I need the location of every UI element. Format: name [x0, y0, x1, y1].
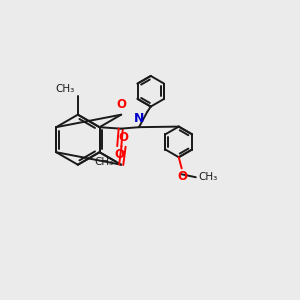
Text: O: O [118, 131, 129, 144]
Text: CH₃: CH₃ [198, 172, 218, 182]
Text: CH₃: CH₃ [56, 84, 75, 94]
Text: CH₃: CH₃ [94, 157, 113, 167]
Text: N: N [134, 112, 144, 125]
Text: O: O [178, 170, 188, 183]
Text: O: O [114, 148, 124, 161]
Text: O: O [116, 98, 126, 111]
